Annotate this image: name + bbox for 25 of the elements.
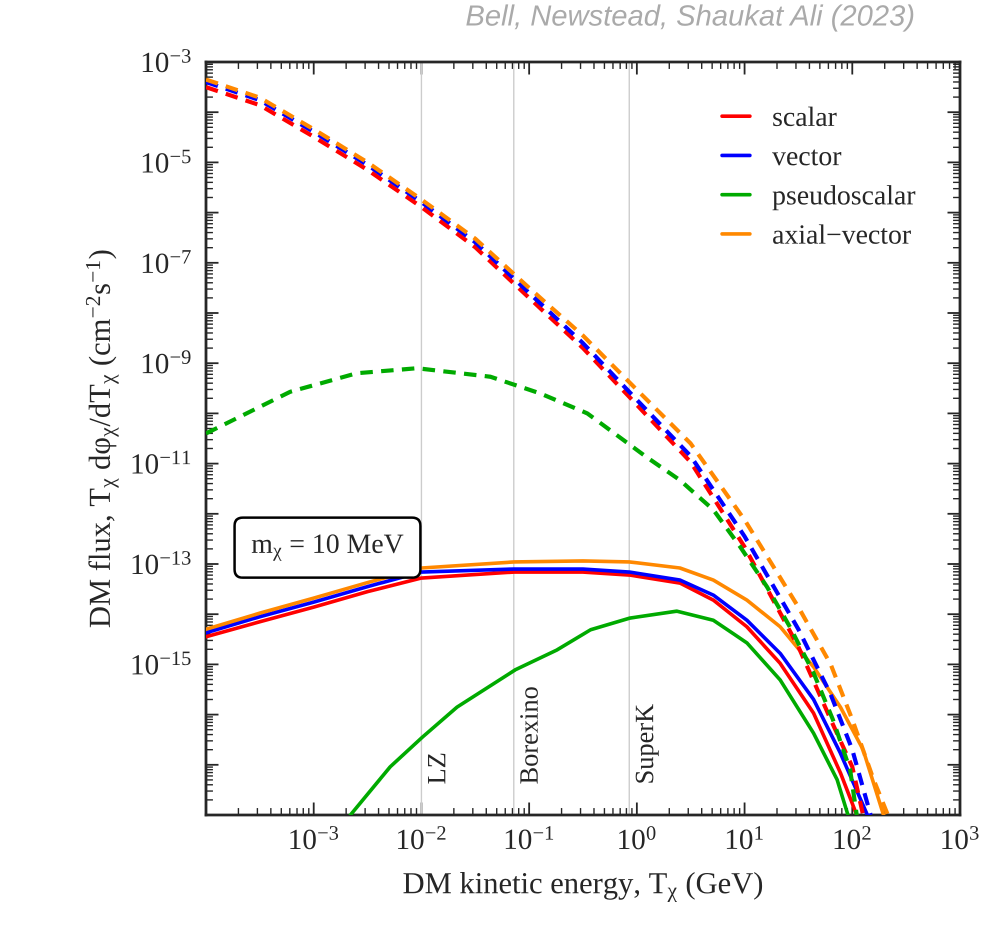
x-axis-title: DM kinetic energy, T$_{χ}$ (GeV) bbox=[403, 872, 762, 902]
legend-label: axial−vector bbox=[773, 224, 911, 244]
x-tick-label: 10$^{−2}$ bbox=[398, 826, 446, 850]
x-tick-label: 10$^{−3}$ bbox=[290, 826, 338, 850]
x-tick-label: 10$^{3}$ bbox=[942, 826, 979, 850]
y-tick-label: 10$^{−15}$ bbox=[132, 651, 191, 675]
legend-label: scalar bbox=[773, 106, 837, 126]
x-tick-label: 10$^{0}$ bbox=[619, 826, 656, 850]
text: Bell, Newstead, Shaukat Ali (2023) bbox=[466, 4, 914, 32]
y-tick-label: 10$^{−11}$ bbox=[132, 450, 190, 474]
x-tick-label: 10$^{−1}$ bbox=[506, 826, 554, 850]
x-tick-label: 10$^{2}$ bbox=[834, 826, 870, 850]
y-tick-label: 10$^{−13}$ bbox=[132, 551, 191, 574]
text: DM flux, T$_{χ}$ dφ$_{χ}$/dT$_{χ}$ (cm$^{−2}$s$^{−1}$) bbox=[86, 250, 119, 628]
legend-label: pseudoscalar bbox=[772, 185, 916, 210]
y-tick-label: 10$^{−5}$ bbox=[142, 150, 191, 173]
x-tick-label: 10$^{1}$ bbox=[726, 826, 763, 850]
ref-line-label: SuperK bbox=[636, 704, 659, 783]
annotation: m$_{χ}$ = 10 MeV bbox=[252, 534, 404, 561]
ref-line-label: LZ bbox=[428, 754, 446, 784]
legend-label: vector bbox=[772, 150, 842, 166]
y-tick-label: 10$^{−9}$ bbox=[142, 350, 190, 374]
y-tick-label: 10$^{−3}$ bbox=[142, 49, 191, 72]
ref-line-label: Borexino bbox=[520, 687, 538, 784]
y-tick-label: 10$^{−7}$ bbox=[142, 250, 191, 274]
